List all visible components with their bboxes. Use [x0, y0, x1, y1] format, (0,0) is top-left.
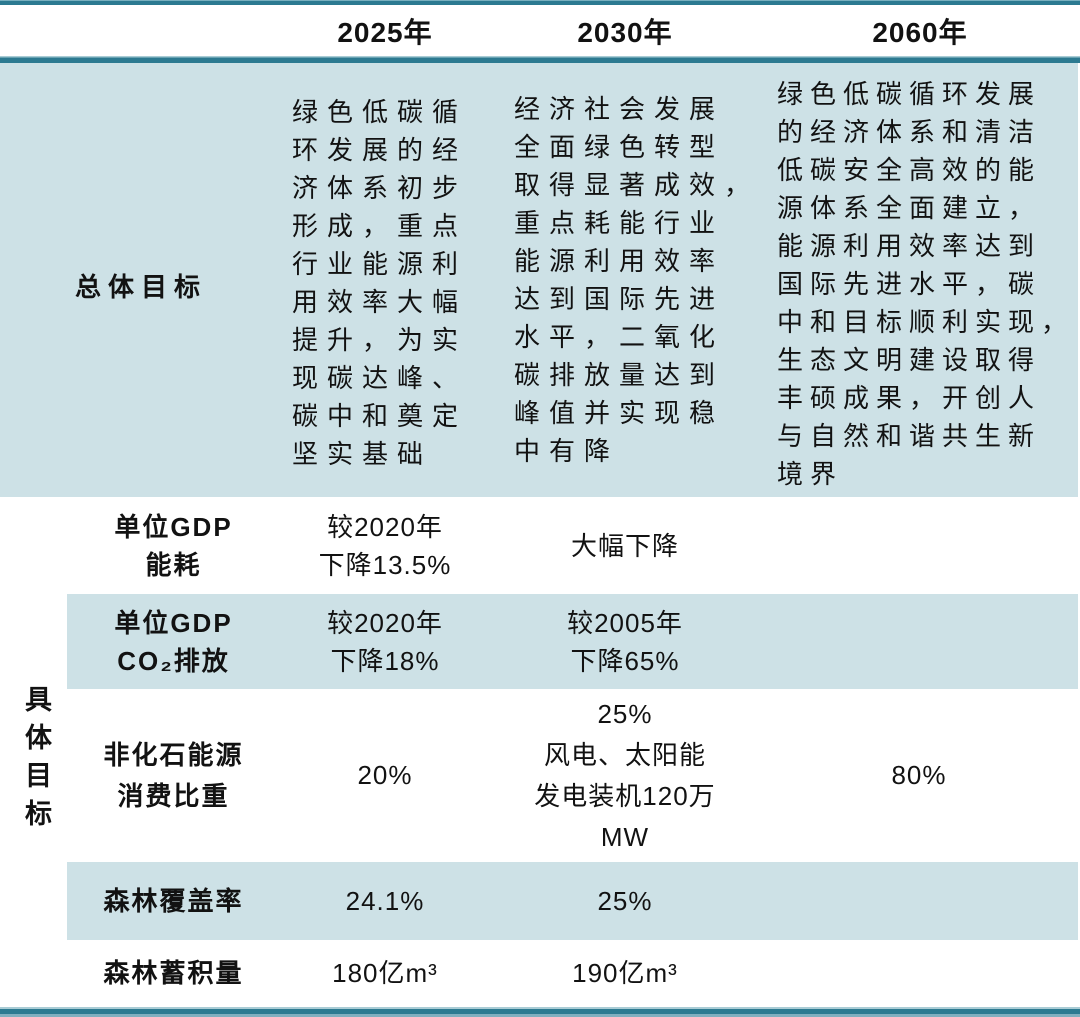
value-2025: 24.1%: [345, 886, 425, 916]
value-2060: [760, 940, 1078, 1006]
table-row-forest-stock: 森林蓄积量 180亿m³ 190亿m³: [67, 940, 1078, 1006]
table-row-nonfossil-share: 非化石能源 消费比重 20% 25% 风电、太阳能 发电装机120万 MW 80…: [67, 689, 1078, 862]
table-row-gdp-co2: 单位GDP CO₂排放 较2020年 下降18% 较2005年 下降65%: [67, 594, 1078, 689]
value-2060: [760, 594, 1078, 689]
value-2025: 20%: [357, 760, 413, 790]
table-row-forest-coverage: 森林覆盖率 24.1% 25%: [67, 862, 1078, 940]
overall-goal-2030: 经济社会发展 全面绿色转型 取得显著成效， 重点耗能行业 能源利用效率 达到国际…: [514, 94, 760, 466]
value-2030: 190亿m³: [572, 958, 678, 988]
overall-goal-2025: 绿色低碳循 环发展的经 济体系初步 形成，重点 行业能源利 用效率大幅 提升，为…: [292, 97, 468, 469]
value-2030: 25% 风电、太阳能 发电装机120万 MW: [534, 698, 716, 852]
value-2025: 180亿m³: [332, 958, 438, 988]
value-2060: [760, 497, 1078, 594]
table-top-border: [0, 0, 1080, 5]
row-label: 森林蓄积量: [103, 958, 244, 988]
header-cell-2025: 2025年: [337, 16, 433, 48]
table-bottom-border: [0, 1006, 1080, 1017]
header-cell-2060: 2060年: [872, 16, 968, 48]
value-2025: 较2020年 下降18%: [327, 607, 443, 676]
value-2030: 25%: [597, 886, 653, 916]
header-cell-2030: 2030年: [577, 16, 673, 48]
table-header-row: 2025年 2030年 2060年: [0, 5, 1080, 56]
value-2060: [760, 862, 1078, 940]
table-row-gdp-energy: 单位GDP 能耗 较2020年 下降13.5% 大幅下降: [67, 497, 1078, 594]
header-separator: [0, 56, 1080, 63]
value-2060: 80%: [891, 760, 947, 790]
specific-goals-section: 具体目标 单位GDP 能耗 较2020年 下降13.5% 大幅下降 单位GDP …: [0, 497, 1080, 1006]
row-label: 非化石能源 消费比重: [103, 739, 244, 811]
specific-goals-label: 具体目标: [21, 685, 51, 837]
value-2025: 较2020年 下降13.5%: [318, 511, 452, 580]
row-label: 单位GDP CO₂排放: [114, 607, 233, 676]
overall-goal-2060: 绿色低碳循环发展 的经济体系和清洁 低碳安全高效的能 源体系全面建立， 能源利用…: [777, 79, 1075, 489]
value-2030: 大幅下降: [570, 530, 679, 561]
overall-goals-row: 总体目标 绿色低碳循 环发展的经 济体系初步 形成，重点 行业能源利 用效率大幅…: [0, 63, 1078, 497]
value-2030: 较2005年 下降65%: [567, 607, 683, 676]
overall-goals-label: 总体目标: [75, 272, 208, 302]
row-label: 单位GDP 能耗: [114, 511, 233, 580]
row-label: 森林覆盖率: [103, 886, 244, 916]
